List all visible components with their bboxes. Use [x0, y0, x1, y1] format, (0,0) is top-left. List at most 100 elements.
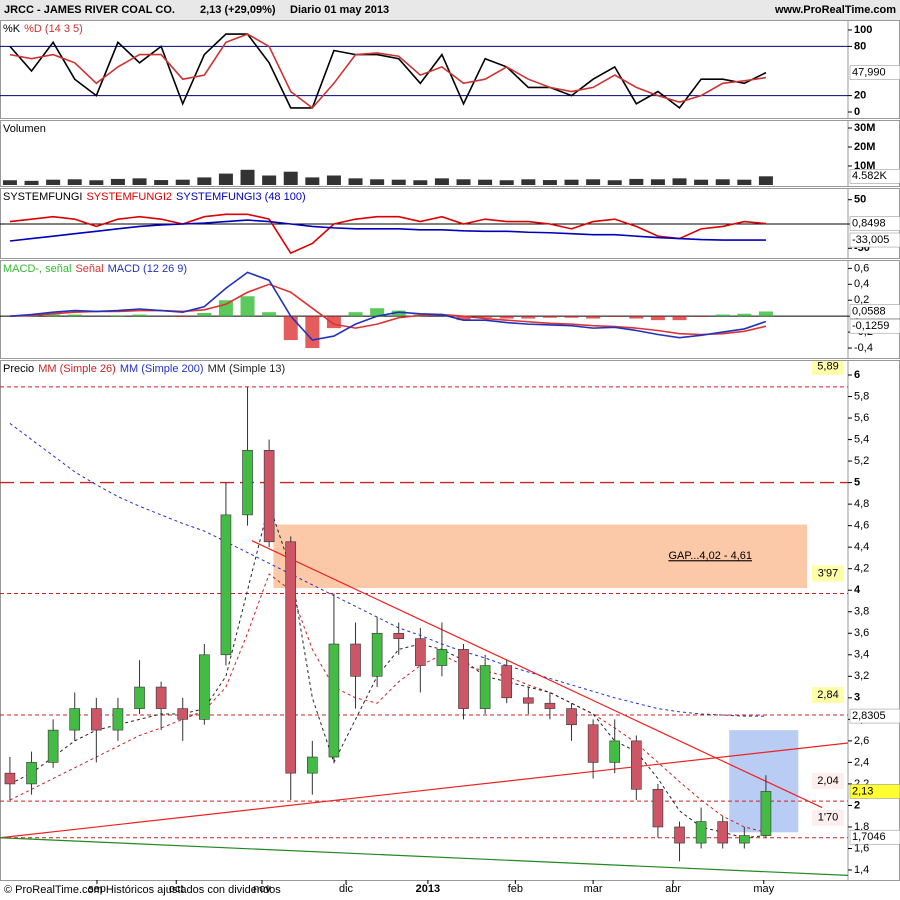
histogram-bar — [240, 296, 255, 317]
volume-bar — [542, 180, 557, 185]
histogram-bar — [197, 312, 212, 317]
legend-entry: Señal — [75, 263, 103, 275]
candle-body — [393, 632, 405, 639]
histogram-bar — [758, 311, 773, 317]
last-value-box — [849, 318, 900, 334]
histogram-bar — [218, 300, 233, 317]
histogram-bar — [629, 316, 644, 319]
panel — [0, 20, 900, 119]
candle-body — [739, 835, 750, 844]
histogram-bar — [737, 313, 752, 317]
last-value-box — [849, 829, 900, 845]
last-value-label: 2,8305 — [852, 710, 886, 722]
legend-entry: SYSTEMFUNGI3 (48 100) — [176, 191, 306, 203]
histogram-bar — [521, 316, 536, 319]
histogram-bar — [110, 315, 125, 317]
candle-body — [242, 450, 253, 516]
level-label-box — [812, 773, 844, 790]
last-value-label: 0,8498 — [852, 217, 886, 229]
volume-bar — [218, 173, 233, 185]
legend: SYSTEMFUNGI SYSTEMFUNGI2 SYSTEMFUNGI3 (48 … — [3, 191, 306, 203]
candle-body — [4, 772, 16, 785]
volume-bar — [132, 178, 147, 185]
legend-title: SYSTEMFUNGI — [3, 191, 82, 203]
volume-bar — [629, 178, 644, 185]
candle-body — [285, 541, 297, 774]
histogram-bar — [607, 316, 622, 317]
candle-body — [674, 826, 685, 844]
y-tick-label: 4,2 — [854, 563, 869, 575]
x-tick-label: feb — [508, 883, 523, 895]
series-line — [9, 283, 767, 336]
trend-line — [0, 742, 848, 839]
volume-bar — [370, 179, 385, 185]
series-line — [9, 33, 767, 109]
level-label: 5,89 — [817, 361, 838, 373]
volume-bar — [607, 180, 622, 185]
footer: © ProRealTime.com Históricos ajustados c… — [4, 884, 281, 896]
histogram-bar — [283, 316, 298, 341]
candle-body — [26, 762, 37, 785]
volume-bar — [175, 179, 190, 185]
series-line — [9, 33, 767, 110]
volume-bar — [521, 179, 536, 185]
legend-title: Precio — [3, 363, 34, 375]
last-value-label: 2,13 — [852, 785, 873, 797]
histogram-bar — [175, 316, 190, 317]
x-tick-label: abr — [665, 883, 681, 895]
volume-bar — [2, 180, 17, 185]
histogram-bar — [715, 314, 730, 317]
volume-bar — [694, 179, 709, 185]
y-tick-label: 3,2 — [854, 670, 869, 682]
x-tick-label: nov — [253, 883, 271, 895]
volume-bar — [262, 175, 277, 185]
last-value-label: 4.582K — [852, 170, 888, 182]
gap-zone — [273, 524, 807, 589]
series-line — [9, 213, 766, 255]
y-tick-label: 30M — [854, 122, 875, 134]
histogram-bar — [694, 316, 709, 317]
volume-bar — [326, 175, 341, 185]
candle-body — [199, 654, 210, 720]
volume-bar — [110, 178, 125, 185]
y-tick-label: 2,6 — [854, 735, 869, 747]
level-label-box — [812, 361, 844, 375]
plot — [0, 33, 848, 110]
candle-body — [69, 708, 81, 731]
y-tick-label: 5 — [854, 477, 860, 489]
last-value-label: -0,1259 — [852, 320, 889, 332]
histogram-bar — [478, 316, 493, 318]
x-tick-label: mar — [584, 883, 603, 895]
candle-body — [760, 791, 772, 836]
candle-body — [609, 740, 621, 763]
candle-body — [134, 686, 145, 709]
histogram-bar — [67, 314, 82, 317]
y-tick-label: 80 — [854, 40, 866, 52]
y-tick-label: 1,4 — [854, 864, 869, 876]
y-tick-label: 1,8 — [854, 821, 869, 833]
y-tick-label: 4 — [854, 584, 861, 596]
histogram-bar — [370, 308, 385, 317]
header-site[interactable]: www.ProRealTime.com — [774, 4, 896, 16]
volume-bar — [413, 180, 428, 185]
y-tick-label: 5,8 — [854, 390, 869, 402]
y-tick-label: 0,6 — [854, 262, 869, 274]
histogram-bar — [132, 314, 147, 317]
y-tick-label: 5,2 — [854, 455, 869, 467]
candle-body — [263, 450, 275, 543]
volume-bar — [89, 180, 104, 185]
y-tick-label: 3 — [854, 692, 860, 704]
y-tick-label: 20 — [854, 90, 866, 102]
legend-entry: MACD (12 26 9) — [108, 263, 187, 275]
volume-bar — [24, 180, 39, 185]
candle-body — [220, 514, 232, 656]
last-value-label: 47,990 — [852, 67, 886, 79]
candle-body — [544, 702, 556, 709]
series-line — [9, 423, 766, 717]
series-line — [9, 271, 767, 341]
last-value-box — [849, 304, 900, 319]
y-tick-label: 100 — [854, 24, 872, 36]
last-value-box — [849, 216, 900, 231]
last-value-label: 0,0588 — [852, 305, 886, 317]
